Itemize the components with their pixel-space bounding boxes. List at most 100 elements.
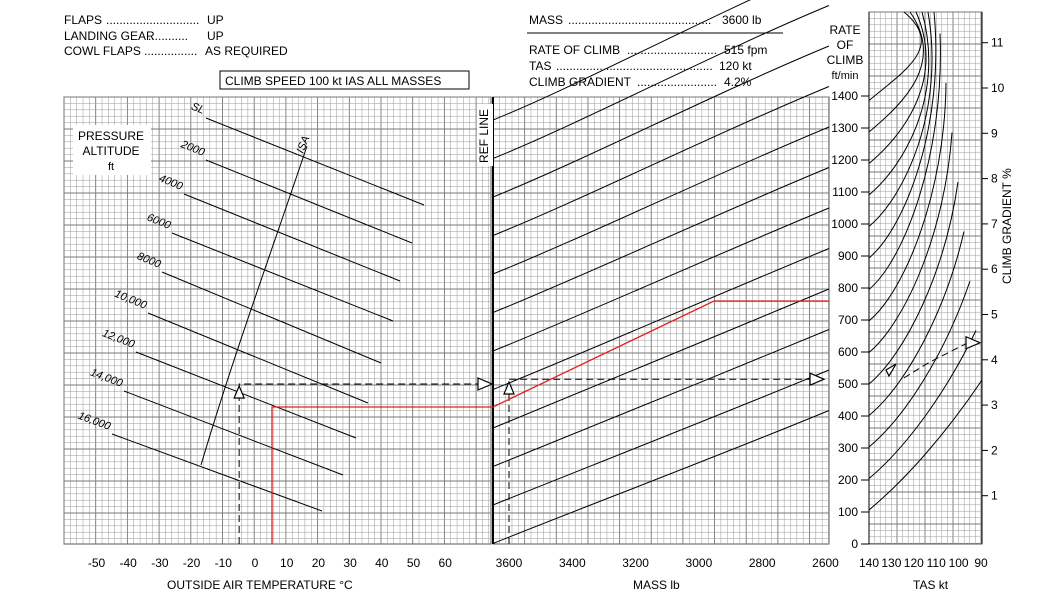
altitude-line-label: 2000	[178, 138, 207, 159]
oat-tick-label: 10	[280, 556, 294, 570]
example-lines	[233, 300, 982, 544]
mass-curve	[492, 248, 830, 390]
oat-tick-label: 30	[343, 556, 357, 570]
altitude-line	[135, 351, 357, 439]
example-roc-label: RATE OF CLIMB	[529, 43, 620, 57]
tas-curve	[868, 11, 922, 101]
config-gear-label: LANDING GEAR	[64, 29, 155, 43]
tas-tick-label: 140	[859, 556, 879, 570]
mass-axis-title: MASS lb	[633, 578, 680, 592]
gradient-tick-label: 6	[991, 262, 998, 276]
tas-curve	[868, 33, 941, 290]
mass-curve	[492, 167, 830, 313]
example-dashed-temperature	[238, 383, 480, 544]
oat-tick-label: 0	[252, 556, 259, 570]
tas-tick-label: 110	[927, 556, 946, 570]
pressure-altitude-line-3: ft	[108, 161, 114, 173]
altitude-line	[111, 433, 323, 512]
example-arrow-gradient	[965, 335, 982, 350]
mass-grid	[492, 96, 830, 545]
mass-tick-label: 2600	[812, 556, 839, 570]
altitude-line	[183, 193, 401, 282]
roc-title-line-1: RATE	[829, 23, 860, 37]
roc-tick-label: 1200	[831, 153, 858, 167]
altitude-line-label: SL	[189, 101, 206, 117]
roc-tick-label: 1300	[831, 121, 858, 135]
example-arrow-up-mass	[503, 380, 515, 395]
roc-tick-label: 600	[838, 345, 858, 359]
example-red-mass	[492, 300, 829, 408]
config-cowl-dots: ................	[144, 44, 197, 58]
tas-curve	[868, 11, 937, 259]
roc-tick-label: 1000	[831, 217, 858, 231]
example-dashed-mass	[508, 378, 812, 544]
example-dashed-tas	[903, 342, 969, 379]
roc-tick-label: 200	[838, 473, 858, 487]
example-arrow-ref	[477, 377, 494, 391]
tas-curve	[868, 379, 983, 511]
mass-curve	[492, 86, 830, 236]
oat-tick-label: -10	[215, 556, 233, 570]
config-block: FLAPS ............................ UP LA…	[64, 13, 288, 58]
pressure-altitude-label-bg	[73, 125, 151, 175]
example-block: MASS ...................................…	[527, 13, 783, 89]
config-gear-value: UP	[207, 29, 224, 43]
roc-title: RATE OF CLIMB ft/min	[827, 23, 864, 82]
roc-tick-label: 500	[838, 377, 858, 391]
altitude-line	[147, 312, 369, 404]
climb-speed-box	[219, 70, 470, 90]
roc-tick-label: 100	[838, 505, 858, 519]
example-mass-label: MASS	[529, 13, 563, 27]
tas-curve	[868, 181, 959, 385]
mass-curve	[492, 369, 830, 506]
mass-tick-label: 3000	[686, 556, 713, 570]
gradient-tick-label: 11	[991, 36, 1004, 50]
roc-tick-label: 700	[838, 313, 858, 327]
roc-tick-label: 400	[838, 409, 858, 423]
example-tas-dots: ........................................…	[556, 59, 713, 73]
example-tas-label: TAS	[529, 59, 551, 73]
tas-curve	[868, 11, 924, 133]
altitude-line-label: 14,000	[89, 367, 126, 391]
pressure-altitude-line-1: PRESSURE	[78, 129, 144, 143]
oat-axis-title: OUTSIDE AIR TEMPERATURE °C	[167, 578, 353, 592]
tas-curve	[868, 330, 977, 479]
chart-labels: 0100200300400500600700800900100011001200…	[76, 36, 1004, 570]
tas-tick-label: 120	[904, 556, 924, 570]
config-gear-dots: ............	[148, 29, 188, 43]
gradient-tick-label: 4	[991, 353, 998, 367]
ref-line-label: REF LINE	[477, 109, 491, 163]
gradient-tick-label: 1	[991, 489, 998, 503]
chart-curves	[111, 0, 988, 545]
tas-curve	[868, 11, 927, 164]
roc-tick-label: 1100	[832, 185, 858, 199]
example-arrow-tas	[885, 363, 897, 378]
mass-curve	[492, 126, 830, 275]
config-cowl-label: COWL FLAPS	[64, 44, 141, 58]
roc-tick-label: 300	[838, 441, 858, 455]
roc-title-line-4: ft/min	[832, 70, 859, 82]
example-tas-value: 120 kt	[719, 59, 752, 73]
example-arrow-roc	[809, 372, 826, 387]
example-red-temperature	[271, 406, 493, 544]
example-gradient-label: CLIMB GRADIENT	[529, 75, 632, 89]
mass-curve	[492, 207, 830, 352]
oat-tick-label: -30	[151, 556, 169, 570]
climb-speed-text: CLIMB SPEED 100 kt IAS ALL MASSES	[225, 74, 441, 88]
climb-gradient-label-bg	[998, 154, 1014, 284]
tas-curve	[868, 280, 971, 448]
example-arrow-up-temperature	[233, 384, 246, 399]
example-roc-dots: ...........................	[627, 43, 717, 57]
tas-axis-title: TAS kt	[913, 578, 949, 592]
tas-tick-label: 90	[974, 556, 988, 570]
oat-tick-label: 40	[375, 556, 389, 570]
altitude-line	[171, 232, 394, 322]
gradient-tick-label: 3	[991, 398, 998, 412]
tas-curve	[868, 231, 965, 416]
tas-curve	[868, 11, 930, 196]
oat-tick-label: 50	[407, 556, 421, 570]
tas-tick-label: 130	[881, 556, 901, 570]
config-cowl-value: AS REQUIRED	[205, 44, 288, 58]
example-mass-dots: ........................................…	[568, 13, 711, 27]
